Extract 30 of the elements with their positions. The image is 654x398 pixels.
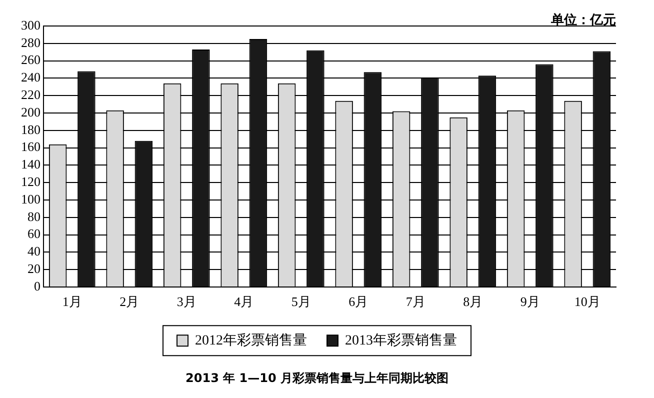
annotation: 单位：亿元 [550,12,616,28]
y-tick-label: 120 [21,174,40,190]
x-tick-label: 5月 [291,294,311,310]
x-tick-label: 6月 [348,294,368,310]
y-tick-label: 60 [28,226,40,242]
legend-label: 2012年彩票销售量 [195,332,307,348]
y-tick-label: 40 [28,244,40,259]
x-tick-label: 10月 [574,294,600,310]
y-tick-label: 100 [21,191,40,206]
y-tick-label: 140 [21,156,40,172]
x-tick-label: 2月 [120,294,140,310]
y-tick-label: 240 [21,70,40,85]
x-tick-label: 9月 [520,294,540,310]
y-tick-label: 0 [34,278,40,294]
x-tick-label: 3月 [176,294,196,310]
text: 2013 年 1—10 月彩票销售量与上年同期比较图 [186,370,448,385]
legend-label: 2013年彩票销售量 [345,332,457,348]
y-tick-label: 300 [21,17,40,32]
y-tick-label: 80 [28,208,40,224]
x-tick-label: 4月 [234,294,254,310]
x-tick-label: 1月 [62,294,82,310]
y-tick-label: 220 [21,87,40,102]
y-tick-label: 160 [21,139,40,154]
y-tick-label: 180 [21,122,40,137]
y-tick-label: 260 [21,52,40,68]
y-tick-label: 200 [21,104,40,120]
y-tick-label: 20 [28,261,40,276]
x-tick-label: 8月 [463,294,483,310]
x-tick-label: 7月 [406,294,426,310]
y-tick-label: 280 [21,34,40,50]
